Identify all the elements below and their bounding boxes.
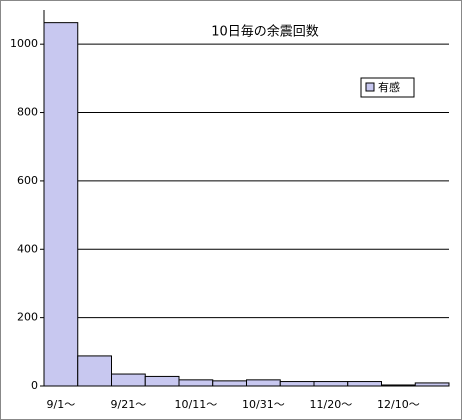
chart-title: 10日毎の余震回数 [211,24,319,40]
x-tick-label: 11/20～ [310,398,353,411]
bar [178,379,214,387]
y-tick-label: 400 [17,242,38,255]
x-tick-label: 9/1～ [47,398,76,411]
bar [111,373,146,387]
y-tick-label: 800 [17,106,38,119]
legend-swatch [365,82,375,92]
bar [77,355,112,387]
bar [313,381,349,387]
bar [347,381,382,387]
bar [43,22,79,387]
x-tick-label: 10/11～ [175,398,218,411]
x-tick-label: 10/31～ [242,398,285,411]
y-tick-label: 600 [17,174,38,187]
bar [279,381,315,387]
y-tick-label: 1000 [10,37,38,50]
bar [144,375,180,387]
y-tick-label: 200 [17,311,38,324]
y-tick-label: 0 [31,379,38,392]
bar [212,380,247,387]
legend-label: 有感 [378,80,400,94]
bar [246,379,281,387]
x-tick-label: 12/10～ [377,398,420,411]
x-tick-label: 9/21～ [111,398,147,411]
